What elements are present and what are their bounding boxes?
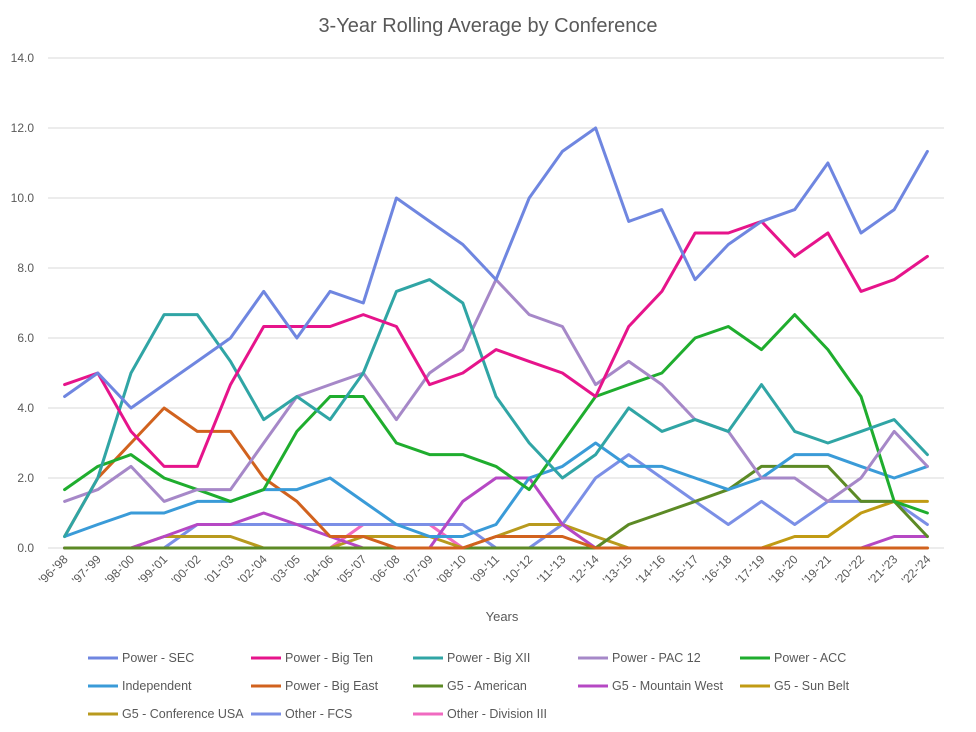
legend-item-power-big-east: Power - Big East <box>251 679 379 693</box>
x-tick-label: '03-'05 <box>268 552 303 587</box>
legend-label: G5 - Sun Belt <box>774 679 850 693</box>
x-tick-label: '04-'06 <box>301 552 336 587</box>
y-tick-label: 4.0 <box>17 401 34 415</box>
legend: Power - SEC Power - Big Ten Power - Big XI… <box>88 651 850 721</box>
series-line-power-big-east <box>63 406 929 550</box>
x-axis-ticks: '96-'98'97-'99'98-'00'99-'01'00-'02'01-'… <box>36 552 934 587</box>
legend-label: Power - ACC <box>774 651 846 665</box>
legend-label: Power - Big XII <box>447 651 530 665</box>
x-tick-label: '20-'22 <box>832 552 867 587</box>
legend-label: G5 - Conference USA <box>122 707 244 721</box>
x-tick-label: '96-'98 <box>36 552 71 587</box>
series-line-power-acc <box>63 313 929 515</box>
x-tick-label: '17-'19 <box>733 552 768 587</box>
y-tick-label: 12.0 <box>11 121 35 135</box>
y-axis-ticks: 0.0 2.0 4.0 6.0 8.0 10.0 12.0 14.0 <box>11 51 35 555</box>
legend-item-independent: Independent <box>88 679 192 693</box>
x-tick-label: '02-'04 <box>235 552 270 587</box>
legend-label: Power - Big Ten <box>285 651 373 665</box>
legend-label: G5 - Mountain West <box>612 679 723 693</box>
legend-label: Independent <box>122 679 192 693</box>
series-line-g5-american <box>63 464 929 550</box>
legend-item-power-pac-12: Power - PAC 12 <box>578 651 701 665</box>
y-tick-label: 6.0 <box>17 331 34 345</box>
x-axis-title: Years <box>486 609 519 624</box>
x-tick-label: '19-'21 <box>799 552 834 587</box>
y-tick-label: 0.0 <box>17 541 34 555</box>
y-tick-label: 10.0 <box>11 191 35 205</box>
series-line-power-sec <box>63 126 929 410</box>
x-tick-label: '06-'08 <box>368 552 403 587</box>
x-tick-label: '12-'14 <box>567 552 602 587</box>
legend-item-other-division-iii: Other - Division III <box>413 707 547 721</box>
series-lines <box>63 126 929 550</box>
legend-label: Other - Division III <box>447 707 547 721</box>
x-tick-label: '98-'00 <box>102 552 137 587</box>
legend-label: Power - Big East <box>285 679 379 693</box>
legend-label: G5 - American <box>447 679 527 693</box>
x-tick-label: '99-'01 <box>135 552 170 587</box>
x-tick-label: '11-'13 <box>534 552 568 586</box>
x-tick-label: '01-'03 <box>202 552 237 587</box>
y-tick-label: 8.0 <box>17 261 34 275</box>
legend-item-power-sec: Power - SEC <box>88 651 194 665</box>
legend-item-g5-conference-usa: G5 - Conference USA <box>88 707 244 721</box>
legend-item-other-fcs: Other - FCS <box>251 707 352 721</box>
x-tick-label: '05-'07 <box>335 552 370 587</box>
x-tick-label: '09-'11 <box>468 552 502 586</box>
series-line-power-big-xii <box>63 278 929 538</box>
x-tick-label: '10-'12 <box>500 552 535 587</box>
x-tick-label: '21-'23 <box>865 552 900 587</box>
legend-item-g5-sun-belt: G5 - Sun Belt <box>740 679 850 693</box>
x-tick-label: '97-'99 <box>69 552 104 587</box>
chart-title: 3-Year Rolling Average by Conference <box>318 15 657 37</box>
x-tick-label: '16-'18 <box>700 552 735 587</box>
legend-label: Power - SEC <box>122 651 194 665</box>
y-tick-label: 2.0 <box>17 471 34 485</box>
legend-item-g5-american: G5 - American <box>413 679 527 693</box>
x-tick-label: '22-'24 <box>899 552 934 587</box>
legend-item-power-acc: Power - ACC <box>740 651 846 665</box>
y-tick-label: 14.0 <box>11 51 35 65</box>
x-tick-label: '14-'16 <box>633 552 668 587</box>
legend-item-power-big-ten: Power - Big Ten <box>251 651 373 665</box>
legend-label: Other - FCS <box>285 707 352 721</box>
gridlines <box>48 57 944 549</box>
x-tick-label: '07-'09 <box>401 552 436 587</box>
x-tick-label: '15-'17 <box>666 552 701 587</box>
x-tick-label: '00-'02 <box>169 552 204 587</box>
series-line-power-big-ten <box>63 219 929 468</box>
legend-label: Power - PAC 12 <box>612 651 701 665</box>
x-tick-label: '13-'15 <box>600 552 635 587</box>
x-tick-label: '18-'20 <box>766 552 801 587</box>
legend-item-g5-mountain-west: G5 - Mountain West <box>578 679 723 693</box>
series-line-independent <box>63 441 929 538</box>
legend-item-power-big-xii: Power - Big XII <box>413 651 530 665</box>
x-tick-label: '08-'10 <box>434 552 469 587</box>
